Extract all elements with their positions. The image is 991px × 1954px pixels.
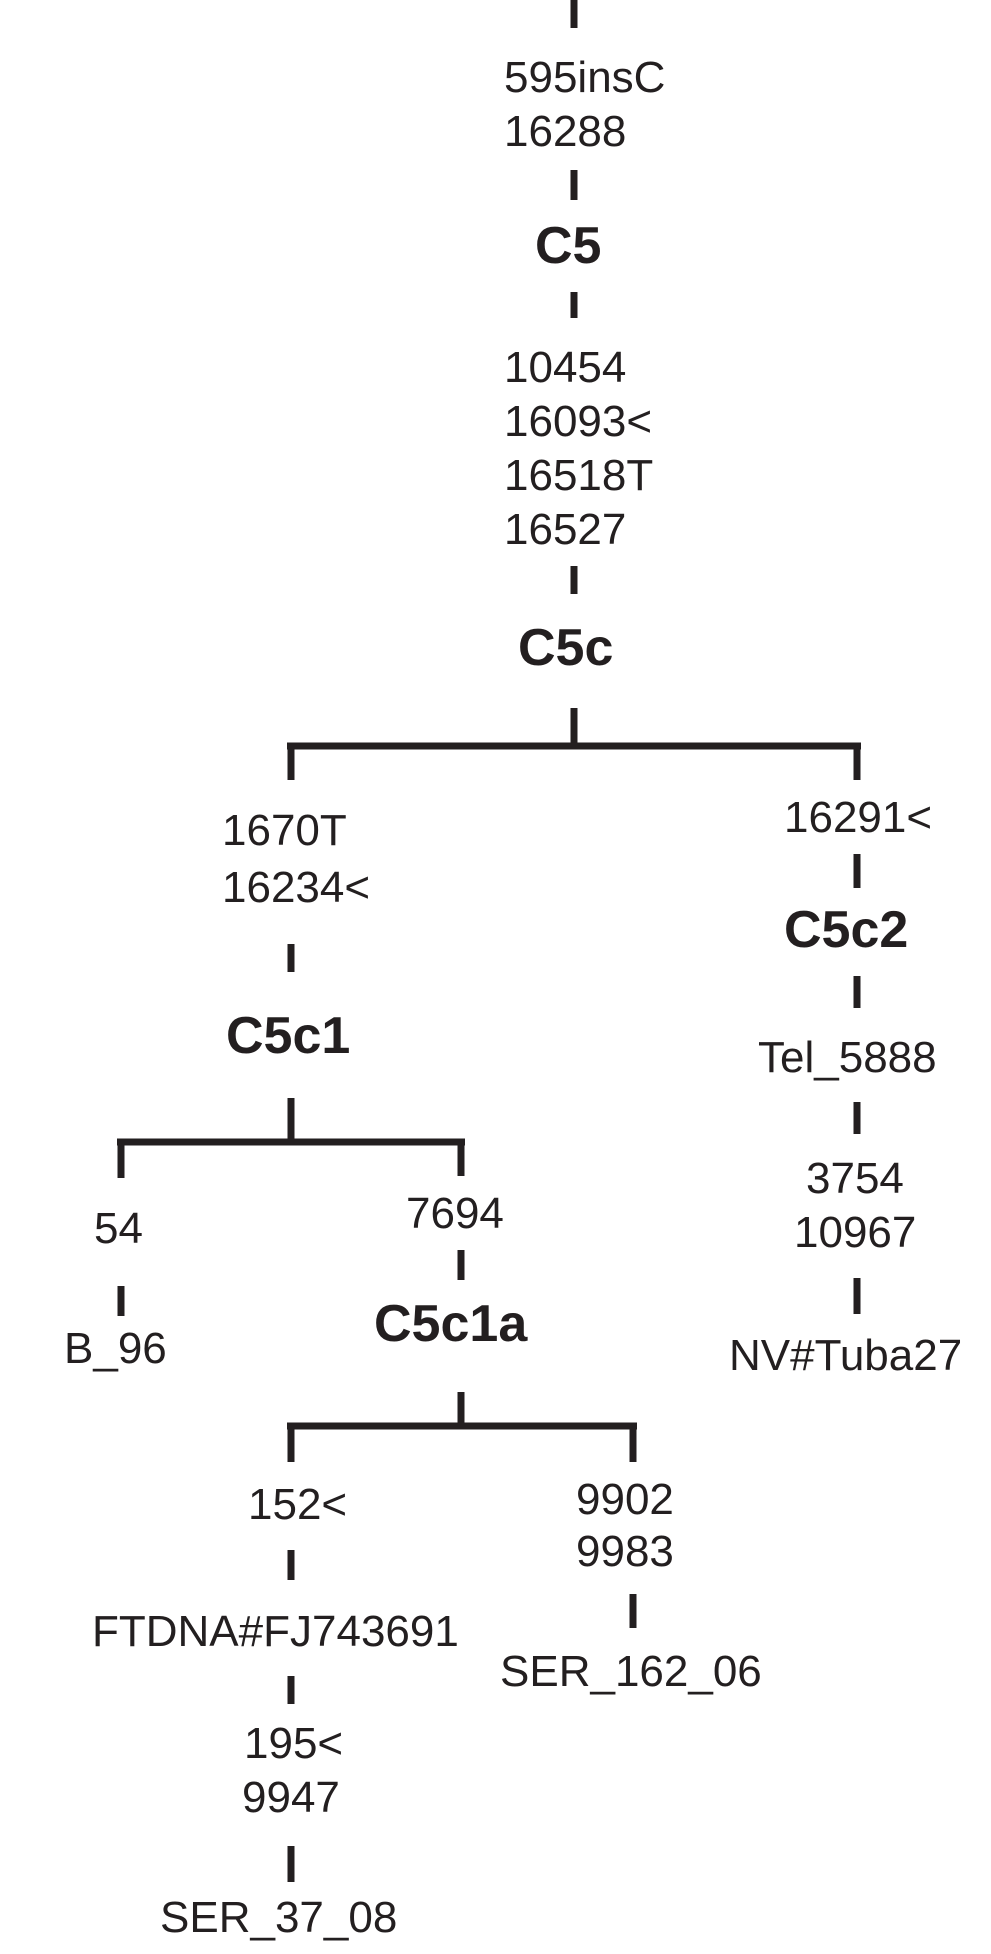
haplogroup-c5c: C5c xyxy=(518,619,613,677)
mutation-label: 3754 xyxy=(806,1154,904,1203)
mutation-label: 16527 xyxy=(504,505,626,554)
mutation-label: 16234< xyxy=(222,863,370,912)
haplogroup-c5c2: C5c2 xyxy=(784,901,908,959)
mutation-label: 595insC xyxy=(504,53,665,102)
sample-ftdna-fj743691: FTDNA#FJ743691 xyxy=(92,1607,459,1656)
sample-ser-162-06: SER_162_06 xyxy=(500,1647,762,1696)
sample-ser-37-08: SER_37_08 xyxy=(160,1893,397,1942)
haplogroup-c5c1a: C5c1a xyxy=(374,1295,528,1353)
mutation-label: 1670T xyxy=(222,806,347,855)
mutation-label: 16093< xyxy=(504,397,652,446)
mutation-label: 10967 xyxy=(794,1208,916,1257)
mutation-label: 16288 xyxy=(504,107,626,156)
mutation-label: 152< xyxy=(248,1480,347,1529)
sample-labels: Tel_5888 NV#Tuba27 B_96 FTDNA#FJ743691 S… xyxy=(64,1033,962,1942)
mutation-label: 16291< xyxy=(784,793,932,842)
sample-b-96: B_96 xyxy=(64,1324,167,1373)
haplogroup-c5: C5 xyxy=(535,217,601,275)
mutation-label: 10454 xyxy=(504,343,626,392)
sample-tel-5888: Tel_5888 xyxy=(758,1033,937,1082)
mutation-label: 7694 xyxy=(406,1189,504,1238)
mutation-label: 9983 xyxy=(576,1527,674,1576)
mutation-label: 16518T xyxy=(504,451,653,500)
haplogroup-labels: C5 C5c C5c1 C5c2 C5c1a xyxy=(226,217,908,1353)
mutation-labels: 595insC 16288 10454 16093< 16518T 16527 … xyxy=(94,53,932,1822)
tree-branches xyxy=(117,0,861,1882)
mutation-label: 9902 xyxy=(576,1475,674,1524)
mutation-label: 54 xyxy=(94,1204,143,1253)
mutation-label: 9947 xyxy=(242,1773,340,1822)
mutation-label: 195< xyxy=(244,1719,343,1768)
sample-nv-tuba27: NV#Tuba27 xyxy=(729,1331,962,1380)
haplogroup-c5c1: C5c1 xyxy=(226,1007,350,1065)
